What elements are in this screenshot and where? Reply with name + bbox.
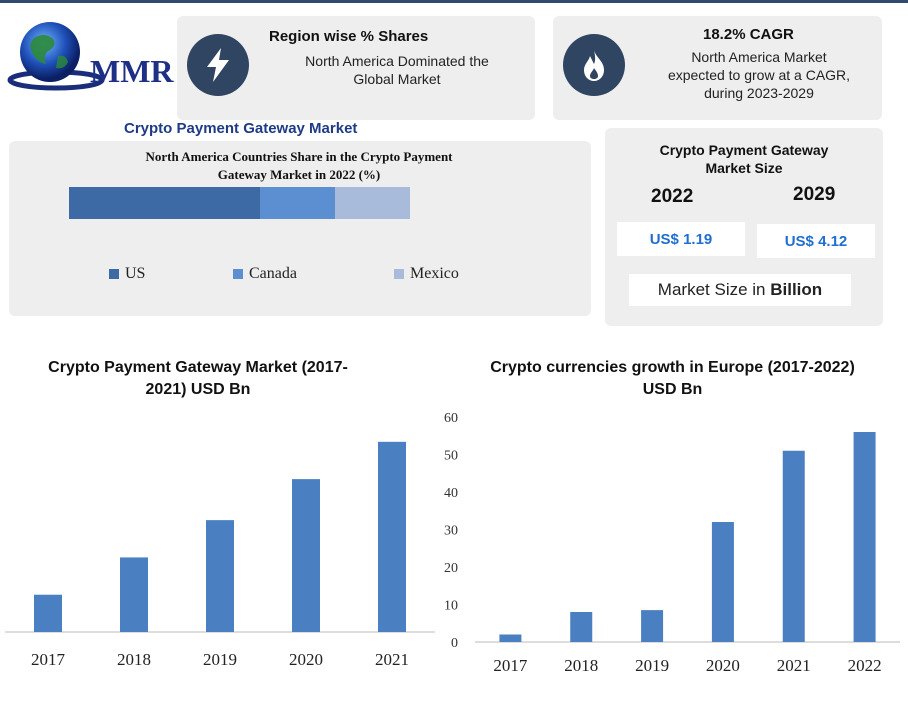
top-border	[0, 0, 908, 3]
chart2-xtick-2021: 2021	[777, 656, 811, 675]
size-unit-label: Market Size in Billion	[629, 274, 851, 306]
chart2-bar-2018	[570, 612, 593, 642]
cagr-card-line1: North America Market	[691, 49, 827, 65]
chart2-ytick-50: 50	[444, 449, 458, 464]
size-unit-prefix: Market Size in	[657, 280, 771, 299]
region-card-line2: Global Market	[353, 71, 441, 87]
size-value-2022: US$ 1.19	[617, 222, 745, 256]
legend-label-canada: Canada	[249, 265, 297, 282]
chart1-xtick-2017: 2017	[31, 650, 66, 669]
chart1-title: Crypto Payment Gateway Market (2017- 202…	[8, 357, 388, 401]
chart1-bar-2020	[292, 479, 320, 632]
share-segment-mexico	[334, 187, 410, 219]
cagr-card-title: 18.2% CAGR	[703, 26, 794, 43]
size-year-2029: 2029	[793, 184, 836, 205]
chart1-xtick-2018: 2018	[117, 650, 151, 669]
chart2-ytick-20: 20	[444, 561, 458, 576]
cagr-card-line3: during 2023-2029	[704, 85, 814, 101]
cagr-card: 18.2% CAGR North America Market expected…	[553, 16, 882, 120]
legend-label-us: US	[125, 265, 146, 282]
chart2-svg: 0 10 20 30 40 50 60 2017 2018 2019 2020 2021 2022	[444, 411, 900, 675]
chart2-xtick-2018: 2018	[564, 656, 598, 675]
chart2-ytick-10: 10	[444, 599, 458, 614]
size-card-title-line2: Market Size	[705, 160, 783, 176]
chart1-svg: 2017 2018 2019 2020 2021	[5, 441, 435, 669]
region-share-card: Region wise % Shares North America Domin…	[177, 16, 535, 120]
lightning-icon	[187, 34, 249, 96]
chart2-bar-2020	[711, 522, 734, 642]
share-segment-us	[69, 187, 260, 219]
chart2-ytick-30: 30	[444, 524, 458, 539]
chart1-title-line2: 2021) USD Bn	[145, 381, 251, 398]
region-card-title: Region wise % Shares	[269, 28, 429, 45]
legend-mexico: Mexico	[394, 265, 459, 283]
flame-icon	[563, 34, 625, 96]
chart1-bar-2021	[378, 441, 406, 632]
market-size-card: Crypto Payment Gateway Market Size 2022 …	[605, 128, 883, 326]
chart2-title: Crypto currencies growth in Europe (2017…	[445, 357, 900, 401]
legend-swatch-us	[109, 269, 119, 279]
chart1-xtick-2019: 2019	[203, 650, 237, 669]
region-card-line1: North America Dominated the	[305, 53, 489, 69]
chart1-xtick-2020: 2020	[289, 650, 323, 669]
cagr-card-line2: expected to grow at a CAGR,	[667, 67, 851, 83]
chart1-xtick-2021: 2021	[375, 650, 409, 669]
market-title: Crypto Payment Gateway Market	[124, 120, 358, 137]
chart1-bar-2019	[206, 520, 234, 632]
chart2-bar-2022	[853, 432, 876, 642]
globe-icon: MMR	[7, 22, 174, 91]
size-unit-bold: Billion	[770, 280, 823, 299]
chart1-bar-2017	[34, 594, 62, 632]
legend-label-mexico: Mexico	[410, 265, 459, 282]
share-chart-title-line1: North America Countries Share in the Cry…	[145, 149, 453, 164]
logo-text: MMR	[90, 53, 174, 89]
share-segment-canada	[259, 187, 335, 219]
chart1-title-line1: Crypto Payment Gateway Market (2017-	[48, 359, 348, 376]
chart2-xtick-2017: 2017	[493, 656, 528, 675]
share-chart-title-line2: Gateway Market in 2022 (%)	[217, 167, 381, 182]
country-share-panel: North America Countries Share in the Cry…	[9, 141, 591, 316]
chart2-xtick-2022: 2022	[848, 656, 882, 675]
size-card-title-line1: Crypto Payment Gateway	[659, 142, 829, 158]
chart2-title-line2: USD Bn	[642, 381, 703, 398]
legend-canada: Canada	[233, 265, 297, 283]
legend-swatch-canada	[233, 269, 243, 279]
legend-swatch-mexico	[394, 269, 404, 279]
chart2-ytick-60: 60	[444, 411, 458, 426]
chart2-bar-2021	[782, 450, 805, 642]
chart2-ytick-0: 0	[451, 636, 458, 651]
chart1-bar-2018	[120, 557, 148, 632]
chart2-title-line1: Crypto currencies growth in Europe (2017…	[490, 359, 855, 376]
chart2-bar-2019	[641, 610, 664, 642]
size-year-2022: 2022	[651, 186, 694, 207]
stacked-share-bar	[69, 187, 410, 219]
legend-us: US	[109, 265, 145, 283]
chart2-ytick-40: 40	[444, 486, 458, 501]
chart2-bar-2017	[499, 634, 522, 642]
mmr-logo: MMR	[6, 18, 181, 98]
chart2-xtick-2020: 2020	[706, 656, 740, 675]
size-value-2029: US$ 4.12	[757, 224, 875, 258]
chart2-xtick-2019: 2019	[635, 656, 669, 675]
